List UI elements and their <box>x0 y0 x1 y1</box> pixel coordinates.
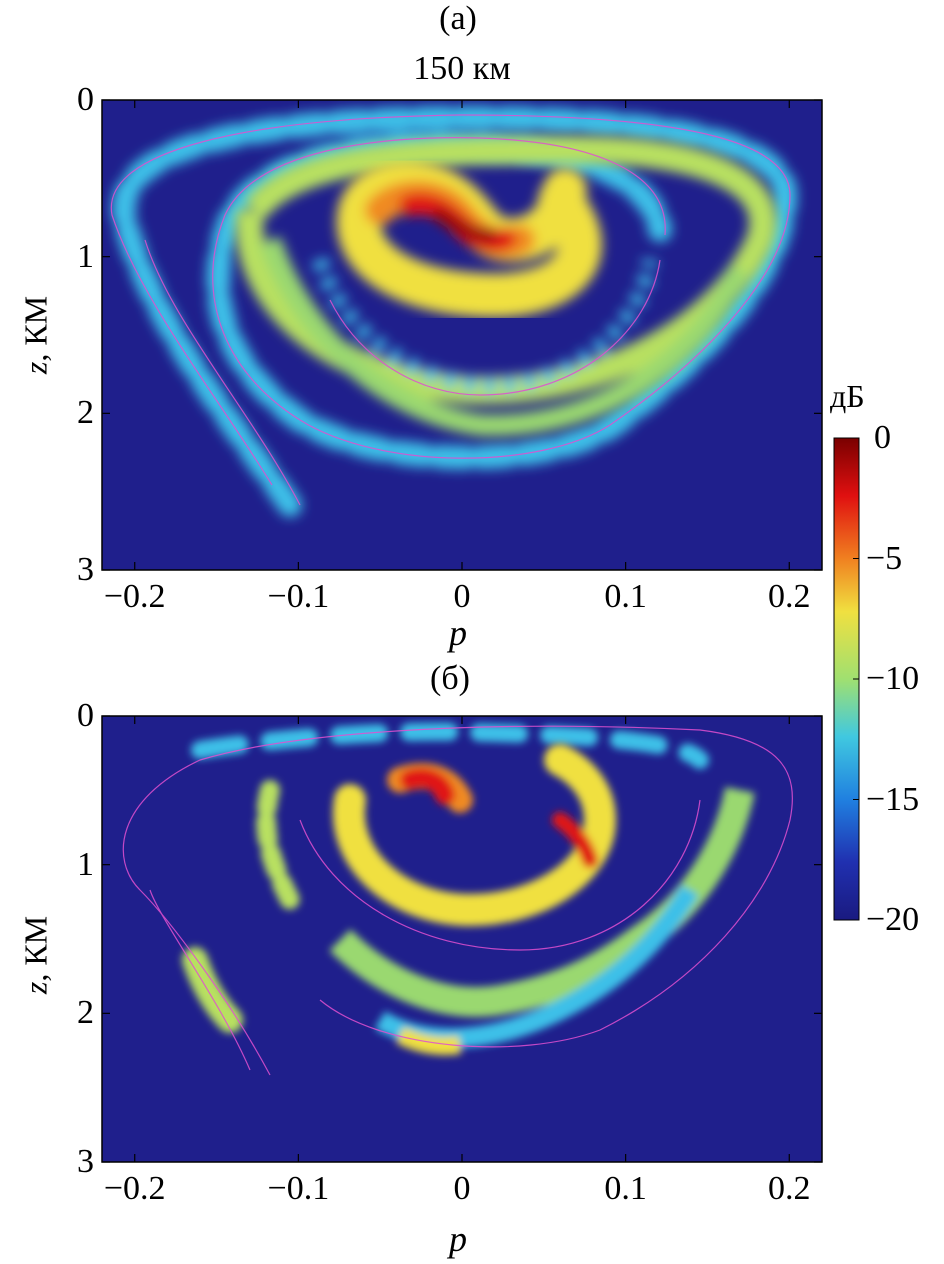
panel-0-ytick-label: 1 <box>77 237 94 275</box>
panel-a-xlabel: p <box>449 613 467 653</box>
colorbar-tick-label: −20 <box>866 901 920 938</box>
colorbar-tick-label: 0 <box>874 419 891 456</box>
panel-a-contours <box>110 114 791 506</box>
panel-b-core <box>332 744 617 927</box>
panel-0-ytick-label: 0 <box>77 81 94 118</box>
panel-1-ytick-label: 2 <box>77 994 94 1032</box>
panel-a-label: (а) <box>439 0 477 37</box>
panel-1-ytick-label: 3 <box>77 1143 94 1180</box>
panel-a-middle-band <box>235 135 777 437</box>
panel-0-ytick-label: 3 <box>77 551 94 588</box>
panel-a-ylabel: z, КМ <box>18 296 55 374</box>
panel-0-xtick-label: 0.2 <box>768 578 811 615</box>
colorbar-tick-label: −10 <box>866 660 920 697</box>
panel-b-xlabel: p <box>449 1219 467 1259</box>
panel-b-label: (б) <box>430 660 470 697</box>
panel-a-ylabel-unit: , КМ <box>17 295 54 362</box>
panel-b-ylabel: z, КМ <box>18 916 55 994</box>
panel-1-ytick-label: 0 <box>77 697 94 734</box>
colorbar-tick-label: −5 <box>866 539 903 577</box>
panel-a-plot <box>102 100 822 570</box>
panel-b-plot <box>102 716 822 1162</box>
panel-a-core <box>336 161 602 318</box>
panel-1-xtick-label: 0 <box>453 1170 471 1207</box>
panel-0-xtick-label: −0.1 <box>267 578 330 615</box>
panel-1-xtick-label: 0.1 <box>604 1170 647 1207</box>
panel-0-ytick-label: 2 <box>77 394 94 432</box>
panel-1-xtick-label: −0.2 <box>103 1170 166 1207</box>
panel-1-xtick-label: 0.2 <box>768 1170 811 1207</box>
colorbar-unit: дБ <box>830 378 865 414</box>
panel-1-xtick-label: −0.1 <box>267 1170 330 1207</box>
panel-b-ylabel-unit: , КМ <box>17 915 54 982</box>
panel-a-title: 150 км <box>413 50 511 87</box>
panel-a-ylabel-var: z <box>17 361 54 375</box>
panel-b-contours <box>122 725 793 1076</box>
panel-b-ylabel-var: z <box>17 981 54 995</box>
colorbar-tick-label: −15 <box>866 780 920 818</box>
panel-0-xtick-label: 0 <box>453 578 471 615</box>
panel-0-xtick-label: −0.2 <box>103 578 166 615</box>
panel-1-ytick-label: 1 <box>77 845 94 883</box>
panel-0-xtick-label: 0.1 <box>604 578 647 615</box>
ticks-layer <box>102 99 859 1163</box>
